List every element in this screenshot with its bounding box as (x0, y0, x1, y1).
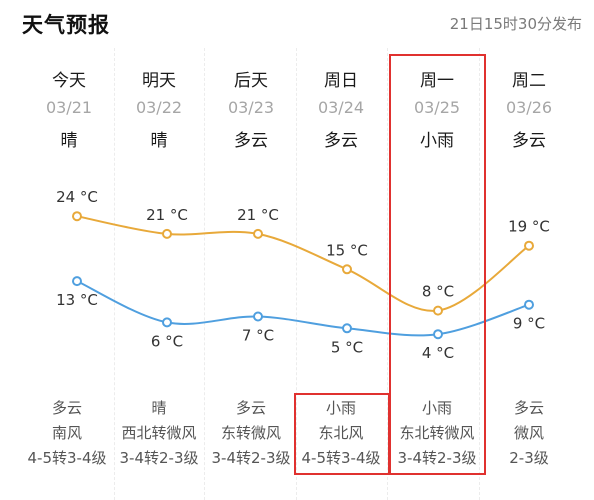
high-temp-point (342, 264, 352, 275)
low-temp-line (76, 280, 530, 337)
high-temp-point (433, 305, 443, 316)
day-weather: 小雨 (420, 131, 454, 151)
page-title: 天气预报 (22, 13, 110, 37)
night-column-0: 多云 南风 4-5转3-4级 (22, 396, 112, 471)
high-temp-point (253, 228, 263, 239)
high-temp-label: 21 °C (237, 206, 279, 224)
high-temp-label: 24 °C (56, 188, 98, 206)
highlight-box-monday (389, 54, 486, 475)
day-date: 03/22 (135, 98, 183, 117)
night-column-2: 多云 东转微风 3-4转2-3级 (206, 396, 296, 471)
day-weather: 多云 (324, 131, 358, 151)
night-weather: 多云 (235, 399, 266, 417)
low-temp-label: 7 °C (242, 327, 274, 345)
night-weather: 多云 (51, 399, 82, 417)
wind-level: 3-4转2-3级 (211, 449, 291, 467)
header: 天气预报 21日15时30分发布 (0, 0, 594, 44)
high-temp-point (524, 240, 534, 251)
column-divider (479, 48, 480, 500)
wind-direction: 微风 (513, 424, 544, 442)
low-temp-point (72, 276, 82, 287)
publish-time: 21日15时30分发布 (449, 15, 582, 33)
wind-direction: 南风 (51, 424, 82, 442)
low-temp-point (162, 317, 172, 328)
day-date: 03/25 (413, 98, 461, 117)
high-temp-label: 21 °C (146, 206, 188, 224)
wind-level: 2-3级 (509, 449, 549, 467)
column-divider (114, 48, 115, 500)
low-temp-label: 13 °C (56, 291, 98, 309)
low-temp-point (253, 311, 263, 322)
low-temp-label: 9 °C (513, 315, 545, 333)
high-temp-label: 19 °C (508, 218, 550, 236)
wind-direction: 东北风 (318, 424, 364, 442)
day-weather: 晴 (60, 131, 78, 151)
low-temp-label: 4 °C (422, 344, 454, 362)
night-weather: 小雨 (421, 399, 452, 417)
low-temp-point (342, 323, 352, 334)
wind-level: 3-4转2-3级 (119, 449, 199, 467)
high-temp-label: 8 °C (422, 283, 454, 301)
day-date: 03/24 (317, 98, 365, 117)
low-temp-label: 5 °C (331, 338, 363, 356)
column-divider (296, 48, 297, 500)
day-name: 后天 (234, 71, 268, 91)
day-date: 03/23 (227, 98, 275, 117)
wind-direction: 东北转微风 (399, 424, 475, 442)
day-name: 周日 (324, 71, 358, 91)
wind-direction: 东转微风 (220, 424, 281, 442)
wind-level: 4-5转3-4级 (27, 449, 107, 467)
high-temp-point (162, 228, 172, 239)
column-divider (387, 48, 388, 500)
low-temp-point (524, 299, 534, 310)
night-weather: 小雨 (325, 399, 356, 417)
day-name: 今天 (52, 71, 86, 91)
high-temp-line (76, 215, 530, 312)
day-weather: 多云 (512, 131, 546, 151)
day-date: 03/26 (505, 98, 553, 117)
day-name: 周二 (512, 71, 546, 91)
highlight-box-sunday-wind (294, 393, 390, 475)
night-weather: 晴 (151, 399, 167, 417)
column-divider (204, 48, 205, 500)
day-name: 周一 (420, 71, 454, 91)
day-weather: 多云 (234, 131, 268, 151)
wind-level: 3-4转2-3级 (397, 449, 477, 467)
wind-level: 4-5转3-4级 (301, 449, 381, 467)
day-date: 03/21 (45, 98, 93, 117)
wind-direction: 西北转微风 (121, 424, 197, 442)
forecast-days: 今天 03/21 晴 明天 03/22 晴 后天 03/23 多云 周日 03/… (0, 66, 594, 156)
night-column-1: 晴 西北转微风 3-4转2-3级 (114, 396, 204, 471)
low-temp-point (433, 329, 443, 340)
night-forecast: 多云 南风 4-5转3-4级 晴 西北转微风 3-4转2-3级 多云 东转微风 … (0, 396, 594, 476)
day-weather: 晴 (150, 131, 168, 151)
high-temp-label: 15 °C (326, 241, 368, 259)
night-column-5: 多云 微风 2-3级 (484, 396, 574, 471)
high-temp-point (72, 211, 82, 222)
night-weather: 多云 (513, 399, 544, 417)
night-column-3: 小雨 东北风 4-5转3-4级 (296, 396, 386, 471)
night-column-4: 小雨 东北转微风 3-4转2-3级 (392, 396, 482, 471)
day-name: 明天 (142, 71, 176, 91)
low-temp-label: 6 °C (151, 332, 183, 350)
